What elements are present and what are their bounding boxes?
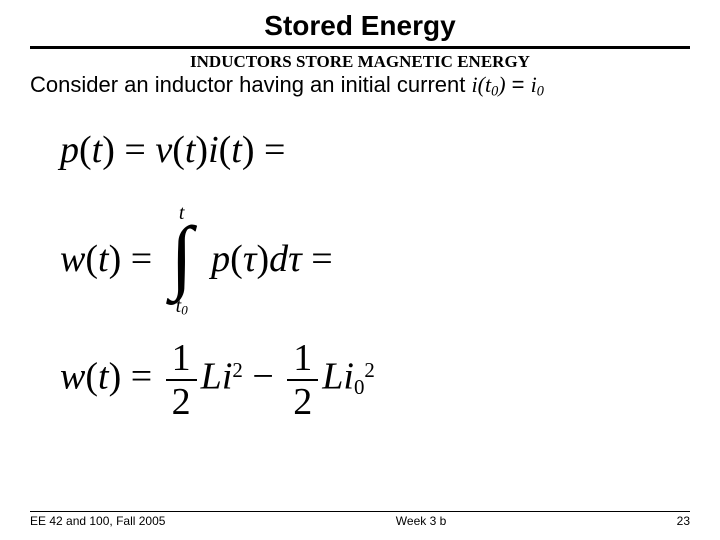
eq1-lp3: (: [219, 129, 232, 171]
fraction-half-1: 12: [166, 339, 197, 421]
eq3-rp1: ): [109, 355, 122, 397]
eq1-rp1: ): [102, 129, 115, 171]
eq1-p: p: [60, 129, 79, 171]
int-lower-0: 0: [181, 303, 188, 318]
eq2-rp2: ): [256, 238, 269, 280]
intro-prefix: Consider an inductor having an initial c…: [30, 72, 471, 97]
integral-symbol: t ∫ t0: [162, 209, 202, 309]
frac1-num: 1: [166, 339, 197, 381]
slide: Stored Energy INDUCTORS STORE MAGNETIC E…: [0, 0, 720, 540]
eq1-lp1: (: [79, 129, 92, 171]
footer-right: 23: [677, 514, 690, 528]
eq3-sq2: 2: [364, 358, 374, 382]
eq2-eq1: =: [121, 238, 152, 280]
frac2-den: 2: [287, 381, 318, 421]
eq1-t2: t: [185, 129, 196, 171]
eq3-L2: L: [322, 355, 343, 397]
eq2-rhs: p(τ)dτ =: [211, 240, 332, 278]
eq1-i: i: [208, 129, 219, 171]
eq3-i1: i: [222, 355, 233, 397]
integral-sign: ∫: [162, 215, 202, 297]
intro-sub0b: 0: [537, 84, 544, 100]
footer-rule: [30, 511, 690, 512]
eq1-t3: t: [231, 129, 242, 171]
slide-title: Stored Energy: [30, 10, 690, 44]
eq2-rp1: ): [109, 238, 122, 280]
eq2-w: w: [60, 238, 85, 280]
integral-lower: t0: [162, 296, 202, 317]
eq3-minus: −: [243, 355, 283, 397]
intro-lp: (: [478, 72, 485, 97]
eq2-lp2: (: [230, 238, 243, 280]
intro-text: Consider an inductor having an initial c…: [30, 72, 690, 101]
footer-row: EE 42 and 100, Fall 2005 Week 3 b 23: [30, 514, 690, 528]
footer-center: Week 3 b: [396, 514, 446, 528]
eq3-sq1: 2: [232, 358, 242, 382]
equation-power: p(t) = v(t)i(t) =: [60, 131, 690, 169]
eq1-eq1: =: [115, 129, 155, 171]
eq3-sub0: 0: [354, 375, 364, 399]
eq1-rp3: ): [242, 129, 255, 171]
footer-left: EE 42 and 100, Fall 2005: [30, 514, 165, 528]
equation-energy-result: w(t) = 12Li2 − 12Li02: [60, 339, 690, 409]
eq2-p: p: [211, 238, 230, 280]
eq2-lhs: w(t) =: [60, 240, 152, 278]
eq2-lp1: (: [85, 238, 98, 280]
eq1-v: v: [155, 129, 172, 171]
footer: EE 42 and 100, Fall 2005 Week 3 b 23: [30, 511, 690, 528]
eq3-lp1: (: [85, 355, 98, 397]
eq3-w: w: [60, 355, 85, 397]
eq2-tau1: τ: [243, 238, 257, 280]
frac1-den: 2: [166, 381, 197, 421]
eq3-eq: =: [121, 355, 161, 397]
eq2-d: d: [269, 238, 288, 280]
equation-energy-integral: w(t) = t ∫ t0 p(τ)dτ =: [60, 209, 690, 309]
eq1-lp2: (: [172, 129, 185, 171]
fraction-half-2: 12: [287, 339, 318, 421]
eq3-t: t: [98, 355, 109, 397]
eq2-t: t: [98, 238, 109, 280]
eq1-eq2: =: [255, 129, 286, 171]
intro-eq: =: [506, 72, 531, 97]
title-rule: [30, 46, 690, 49]
eq2-eq2: =: [302, 238, 333, 280]
frac2-num: 1: [287, 339, 318, 381]
eq1-rp2: ): [195, 129, 208, 171]
eq1-t1: t: [92, 129, 103, 171]
eq2-tau2: τ: [288, 238, 302, 280]
eq3-i2: i: [343, 355, 354, 397]
eq3-L1: L: [201, 355, 222, 397]
intro-rp: ): [498, 72, 505, 97]
slide-subtitle: INDUCTORS STORE MAGNETIC ENERGY: [30, 52, 690, 72]
